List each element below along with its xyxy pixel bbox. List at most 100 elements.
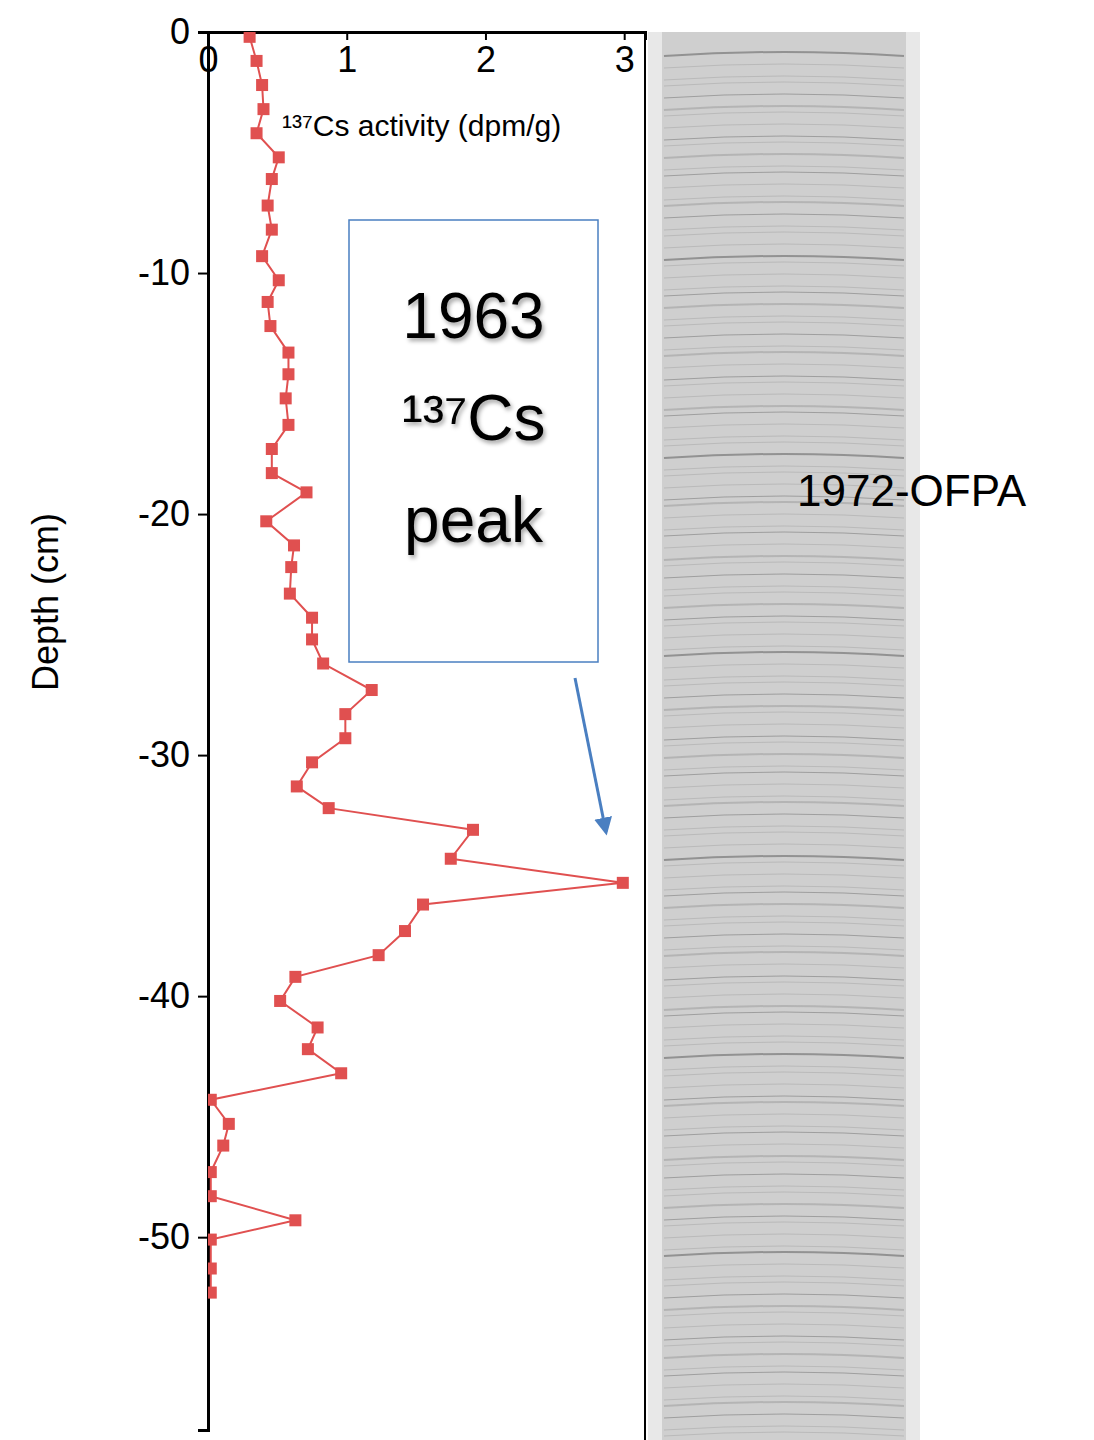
core-layer: [664, 544, 904, 548]
x-tick-label: 1: [337, 39, 357, 80]
data-point: [312, 1021, 324, 1033]
y-tick-label: 0: [170, 11, 190, 52]
y-tick-label: -10: [138, 252, 190, 293]
x-axis-line: [209, 33, 646, 41]
core-layer: [664, 994, 904, 998]
y-tick-mark: [198, 273, 208, 275]
core-layer: [664, 904, 904, 908]
core-layer: [664, 1192, 904, 1196]
data-point: [280, 392, 292, 404]
core-layer: [664, 1114, 904, 1118]
core-layer: [664, 1372, 904, 1376]
y-tick-label: -30: [138, 734, 190, 775]
data-point: [282, 347, 294, 359]
core-layer: [664, 406, 904, 410]
core-layer: [664, 1426, 904, 1430]
core-layer: [664, 1252, 904, 1256]
core-layer: [664, 526, 904, 530]
data-point: [335, 1067, 347, 1079]
plot-area: [208, 32, 629, 1299]
x-axis-title: ¹³⁷Cs activity (dpm/g): [282, 109, 561, 142]
core-layer: [664, 1354, 904, 1358]
core-layer: [664, 286, 904, 290]
y-tick: -10: [138, 252, 208, 293]
plot-frame: [644, 32, 646, 1440]
data-point: [282, 419, 294, 431]
core-layer: [664, 592, 904, 596]
data-point: [306, 633, 318, 645]
data-point: [208, 1234, 217, 1246]
core-layer: [664, 916, 904, 920]
core-layer: [664, 784, 904, 788]
core-layer: [664, 334, 904, 338]
core-layer: [664, 622, 904, 626]
core-layer: [664, 364, 904, 368]
data-point: [302, 1043, 314, 1055]
data-point: [257, 103, 269, 115]
core-layer: [664, 1396, 904, 1400]
data-point: [208, 1094, 217, 1106]
data-point: [251, 55, 263, 67]
y-tick-mark: [198, 996, 208, 998]
core-layer: [664, 1186, 904, 1190]
core-layer: [664, 424, 904, 428]
data-point: [217, 1140, 229, 1152]
annotation: 1963¹³⁷Cspeak: [402, 280, 546, 556]
y-tick-label: -50: [138, 1216, 190, 1257]
core-layer: [664, 262, 904, 266]
data-point: [274, 995, 286, 1007]
y-tick-mark: [198, 1237, 208, 1239]
core-layer: [664, 532, 904, 536]
core-layer: [664, 1066, 904, 1070]
data-point: [208, 1263, 217, 1275]
core-layer: [664, 256, 904, 260]
core-layer: [664, 1384, 904, 1388]
data-point: [373, 949, 385, 961]
core-layer: [664, 874, 904, 878]
core-layer: [664, 1072, 904, 1076]
core-layer: [664, 1264, 904, 1268]
data-point: [266, 173, 278, 185]
y-tick: -30: [138, 734, 208, 775]
core-layer: [664, 412, 904, 416]
core-layer: [664, 652, 904, 656]
core-layer: [664, 1084, 904, 1088]
data-point: [262, 296, 274, 308]
data-point: [273, 151, 285, 163]
core-layer: [664, 1246, 904, 1250]
data-point: [285, 561, 297, 573]
core-layer: [664, 1204, 904, 1208]
core-layer: [664, 772, 904, 776]
core-layer: [664, 1006, 904, 1010]
core-label: 1972-OFPA: [797, 466, 1027, 515]
core-layer: [664, 82, 904, 86]
data-point: [289, 971, 301, 983]
data-point: [467, 824, 479, 836]
annotation-arrow: [575, 678, 606, 832]
core-layer: [664, 172, 904, 176]
core-layer: [664, 886, 904, 890]
core-layer: [664, 802, 904, 806]
data-point: [306, 756, 318, 768]
core-layer: [664, 202, 904, 206]
y-tick-label: -40: [138, 975, 190, 1016]
core-layer: [664, 166, 904, 170]
core-layer: [664, 1222, 904, 1226]
core-layer: [664, 316, 904, 320]
data-point: [323, 802, 335, 814]
core-layer: [664, 556, 904, 560]
data-point: [399, 925, 411, 937]
data-point: [317, 658, 329, 670]
core-layer: [664, 754, 904, 758]
core-layer: [664, 376, 904, 380]
data-point: [366, 684, 378, 696]
data-point: [284, 588, 296, 600]
core-layer: [664, 76, 904, 80]
core-layer: [664, 214, 904, 218]
core-layer: [664, 136, 904, 140]
core-layer: [664, 1132, 904, 1136]
chart: 0-10-20-30-40-500123¹³⁷Cs activity (dpm/…: [0, 0, 1094, 1440]
data-point: [300, 486, 312, 498]
core-layer: [664, 304, 904, 308]
y-tick-mark: [198, 32, 208, 34]
